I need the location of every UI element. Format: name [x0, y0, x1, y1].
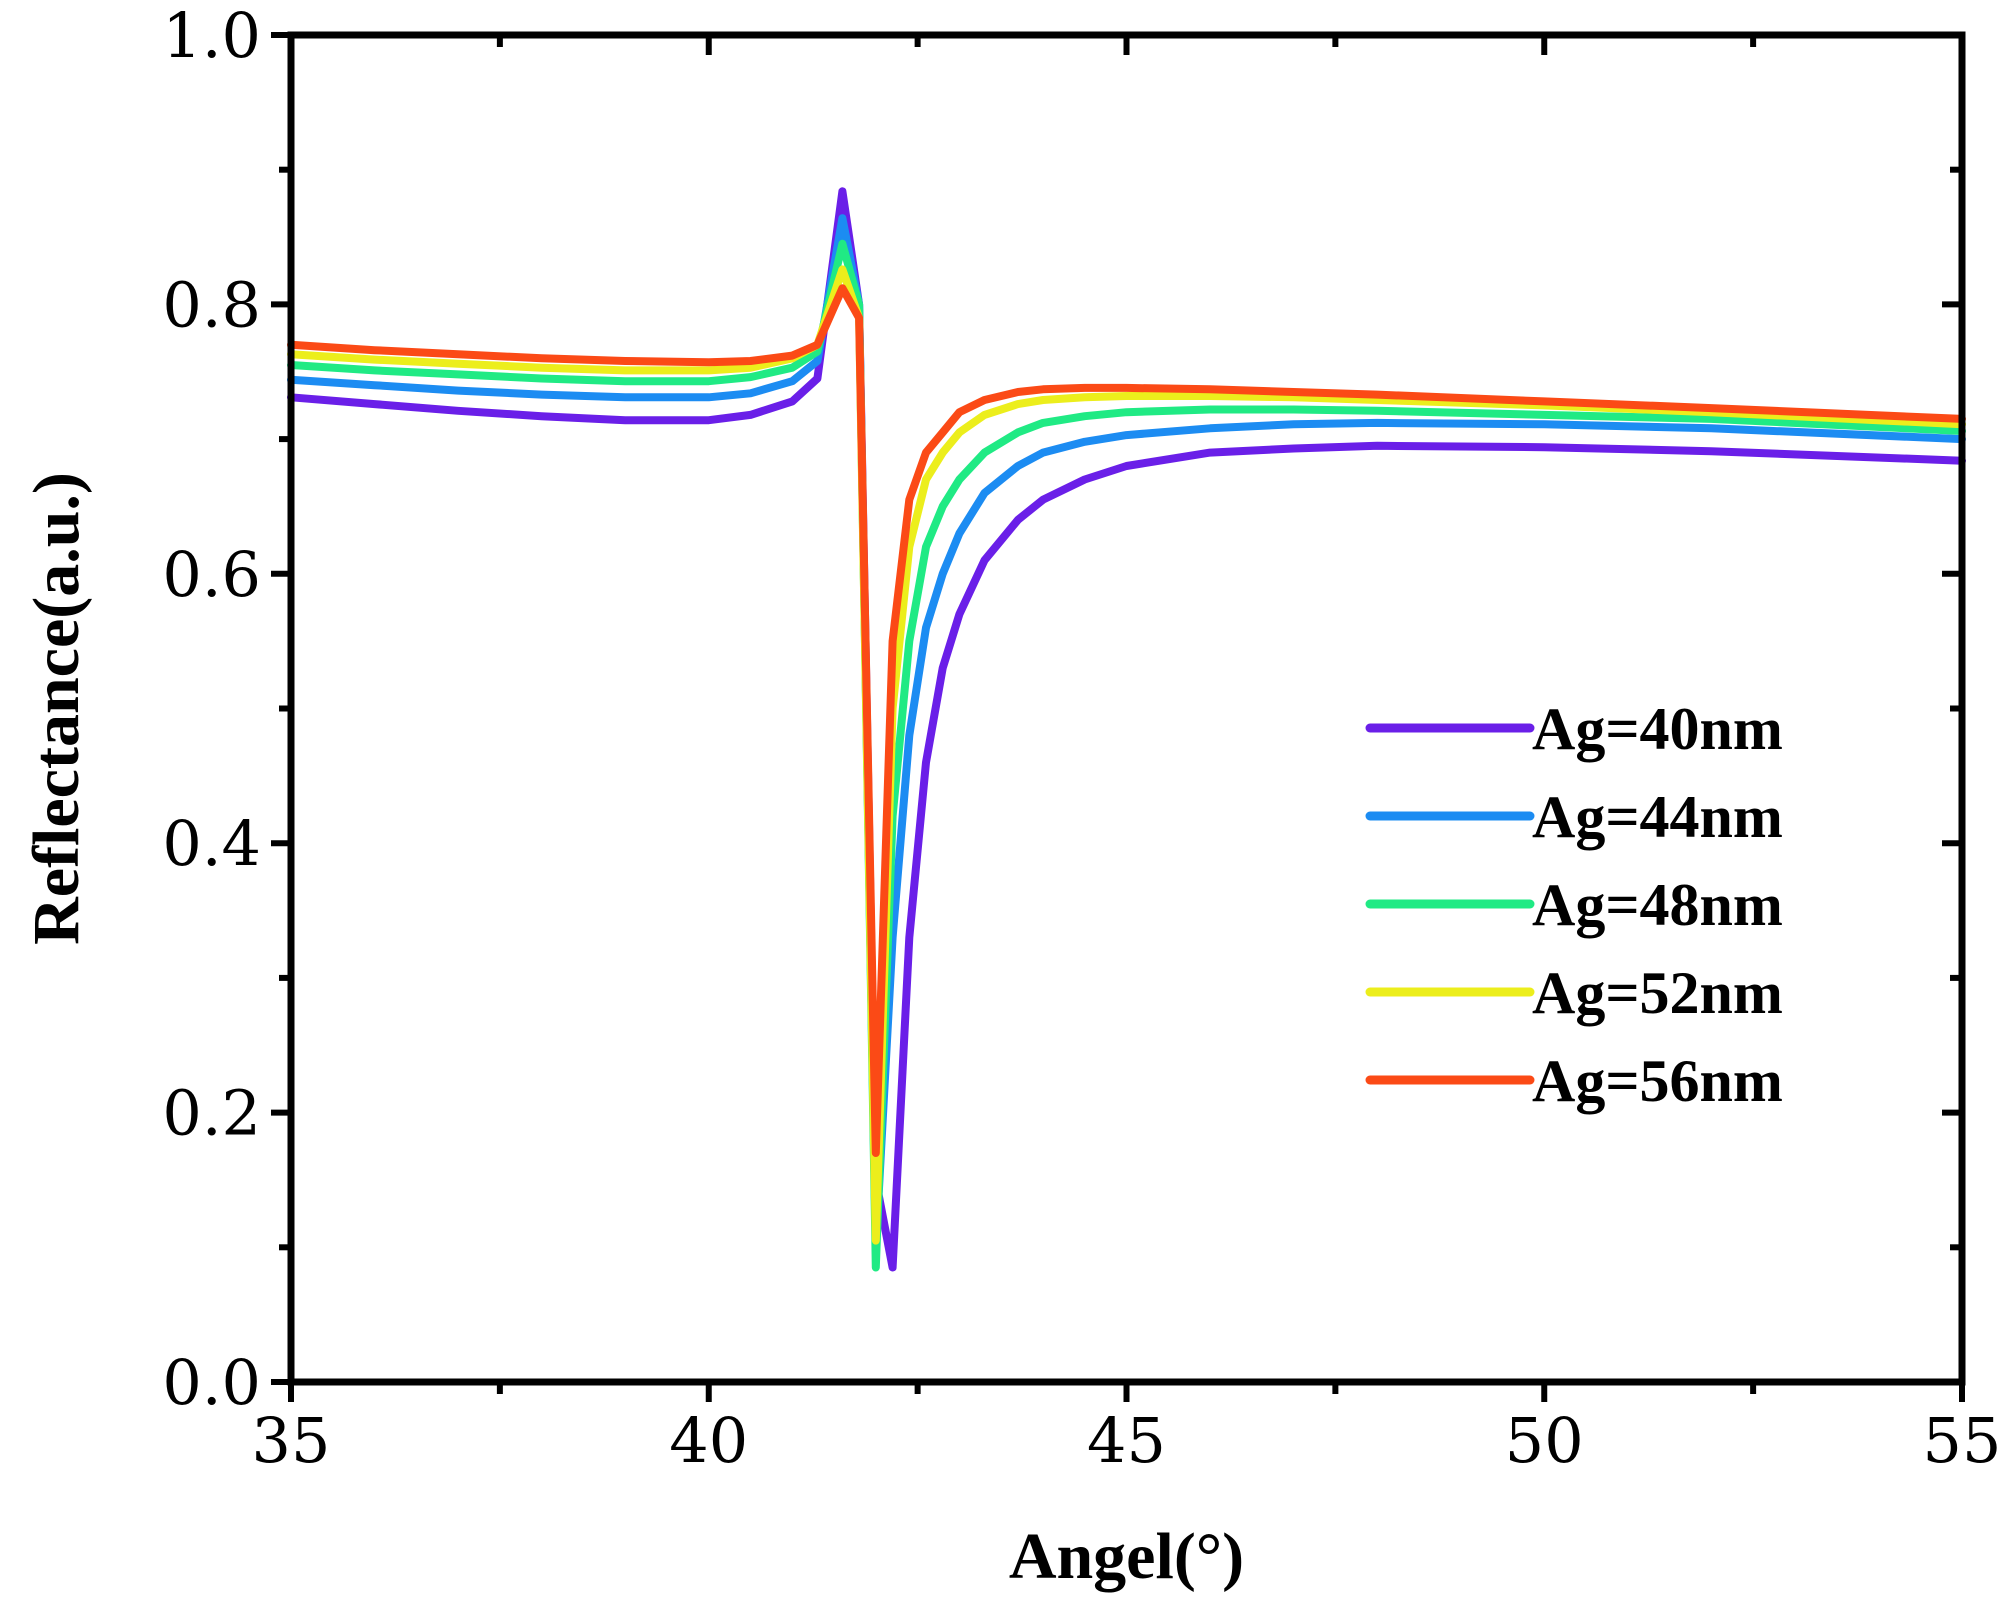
legend-label: Ag=48nm: [1532, 872, 1783, 938]
legend-label: Ag=56nm: [1532, 1048, 1783, 1114]
y-tick-label: 0.2: [162, 1077, 261, 1150]
y-tick-label: 0.6: [162, 538, 261, 611]
x-axis-title: Angel(°): [1009, 1520, 1244, 1593]
x-tick-label: 45: [1087, 1404, 1166, 1477]
x-tick-label: 50: [1505, 1404, 1584, 1477]
x-tick-label: 40: [669, 1404, 748, 1477]
series-line-ag-56nm: [287, 284, 1966, 1157]
series-group: [287, 187, 1966, 1272]
y-tick-label: 0.0: [162, 1346, 261, 1419]
plot-frame: [287, 31, 1966, 1386]
series-line-ag-40nm: [287, 187, 1966, 1272]
series-line-ag-44nm: [287, 214, 1966, 1252]
series-line-ag-48nm: [287, 239, 1966, 1272]
x-tick-label: 55: [1923, 1404, 2000, 1477]
series-line-ag-52nm: [287, 265, 1966, 1245]
y-axis-title: Reflectance(a.u.): [20, 472, 93, 945]
legend-label: Ag=40nm: [1532, 696, 1783, 762]
tick-labels: 35 40 45 50 55 0.0 0.2 0.4 0.6 0.8 1.0: [162, 0, 2000, 1477]
legend-label: Ag=44nm: [1532, 784, 1783, 850]
x-tick-label: 35: [252, 1404, 331, 1477]
y-tick-label: 0.8: [162, 268, 261, 341]
legend-label: Ag=52nm: [1532, 960, 1783, 1026]
y-tick-label: 0.4: [162, 807, 261, 880]
legend: Ag=40nm Ag=44nm Ag=48nm Ag=52nm Ag=56nm: [1365, 696, 1783, 1114]
y-tick-label: 1.0: [162, 0, 261, 72]
